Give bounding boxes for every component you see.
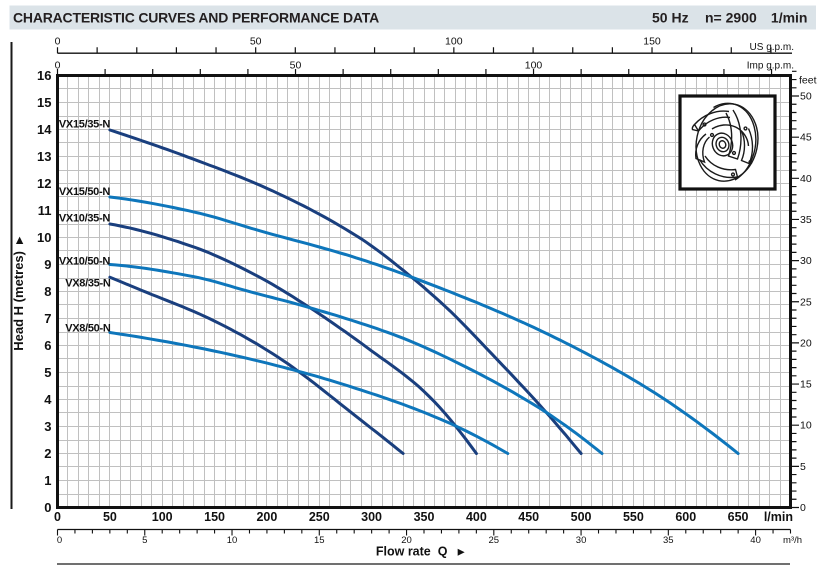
svg-text:feet: feet [799,75,817,87]
svg-text:25: 25 [489,535,500,546]
svg-text:14: 14 [37,122,52,137]
svg-text:Imp g.p.m.: Imp g.p.m. [747,61,794,72]
svg-text:6: 6 [44,338,51,353]
svg-text:200: 200 [256,510,277,524]
svg-text:0: 0 [55,60,61,72]
svg-text:550: 550 [623,510,644,524]
svg-text:500: 500 [571,510,592,524]
svg-text:1/min: 1/min [771,10,808,26]
svg-text:10: 10 [227,535,238,546]
svg-text:0: 0 [800,502,806,514]
svg-text:16: 16 [37,68,51,83]
svg-text:0: 0 [44,500,51,515]
svg-text:20: 20 [401,535,412,546]
svg-text:0: 0 [57,535,62,546]
svg-text:30: 30 [800,255,812,267]
svg-text:US g.p.m.: US g.p.m. [750,42,794,53]
svg-text:40: 40 [800,173,812,185]
svg-text:650: 650 [728,510,749,524]
svg-text:100: 100 [525,60,543,72]
svg-text:150: 150 [643,36,661,48]
svg-text:30: 30 [576,535,587,546]
svg-text:350: 350 [414,510,435,524]
svg-text:400: 400 [466,510,487,524]
svg-text:0: 0 [55,36,61,48]
svg-text:50 Hz: 50 Hz [652,10,689,26]
svg-text:m³/h: m³/h [783,535,802,546]
svg-text:3: 3 [44,419,51,434]
svg-text:20: 20 [800,337,812,349]
svg-text:25: 25 [800,296,812,308]
svg-text:CHARACTERISTIC CURVES AND PERF: CHARACTERISTIC CURVES AND PERFORMANCE DA… [13,10,379,26]
svg-text:Head H (metres) ▸: Head H (metres) ▸ [11,236,26,351]
svg-text:5: 5 [142,535,147,546]
svg-text:VX10/35-N: VX10/35-N [59,213,110,225]
svg-text:10: 10 [37,230,51,245]
svg-text:250: 250 [309,510,330,524]
svg-text:50: 50 [250,36,262,48]
svg-text:5: 5 [44,365,51,380]
svg-text:300: 300 [361,510,382,524]
svg-text:8: 8 [44,284,51,299]
svg-text:0: 0 [54,510,61,524]
svg-text:4: 4 [44,392,52,407]
svg-text:9: 9 [44,257,51,272]
svg-text:40: 40 [750,535,761,546]
svg-text:50: 50 [103,510,117,524]
svg-text:50: 50 [290,60,302,72]
svg-text:50: 50 [800,91,812,103]
svg-text:l/min: l/min [764,510,793,524]
svg-text:7: 7 [44,311,51,326]
svg-text:VX8/35-N: VX8/35-N [65,278,111,290]
svg-text:150: 150 [204,510,225,524]
svg-text:10: 10 [800,420,812,432]
svg-text:100: 100 [445,36,463,48]
svg-text:15: 15 [800,379,812,391]
svg-text:100: 100 [152,510,173,524]
svg-text:Flow rate Q ▸: Flow rate Q ▸ [376,545,466,559]
svg-text:5: 5 [800,461,806,473]
svg-text:45: 45 [800,132,812,144]
svg-text:VX8/50-N: VX8/50-N [65,323,111,335]
svg-text:VX10/50-N: VX10/50-N [59,256,110,268]
svg-text:35: 35 [663,535,674,546]
svg-text:35: 35 [800,214,812,226]
svg-text:VX15/35-N: VX15/35-N [59,119,110,131]
svg-text:12: 12 [37,176,51,191]
svg-text:n= 2900: n= 2900 [705,10,757,26]
svg-text:VX15/50-N: VX15/50-N [59,186,110,198]
svg-text:15: 15 [37,95,51,110]
svg-text:450: 450 [518,510,539,524]
svg-text:2: 2 [44,446,51,461]
svg-text:1: 1 [44,473,51,488]
svg-text:600: 600 [675,510,696,524]
svg-text:11: 11 [38,203,52,218]
svg-text:13: 13 [37,149,51,164]
svg-text:15: 15 [314,535,325,546]
